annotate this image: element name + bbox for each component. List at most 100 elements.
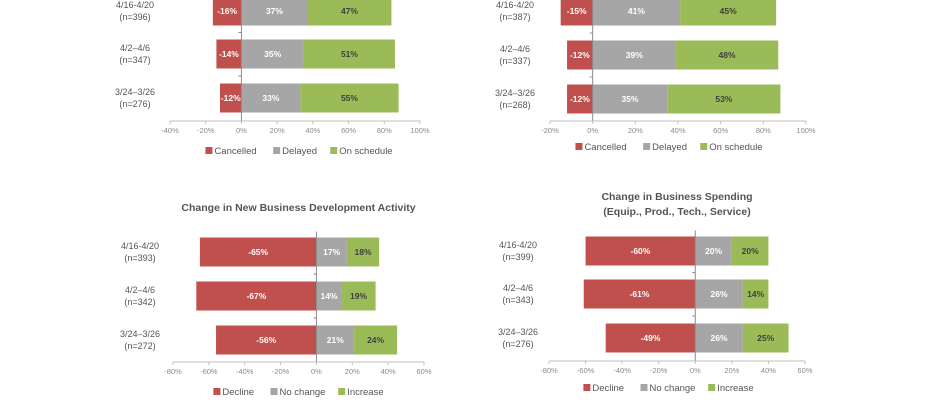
x-tick-label: -60% xyxy=(577,366,595,375)
legend-swatch xyxy=(213,388,221,395)
data-label: -14% xyxy=(219,49,239,59)
data-label: 14% xyxy=(747,289,764,299)
category-label: (n=399) xyxy=(502,252,533,262)
bar-delayed xyxy=(241,0,308,26)
legend-swatch xyxy=(643,143,651,150)
data-label: 35% xyxy=(621,94,638,104)
legend-swatch xyxy=(205,147,213,154)
x-tick-label: 40% xyxy=(381,367,396,376)
x-tick-label: -20% xyxy=(650,366,668,375)
legend-swatch xyxy=(700,143,708,150)
data-label: -16% xyxy=(217,6,237,16)
bar-decline xyxy=(199,237,317,267)
bar-on-schedule xyxy=(303,39,395,69)
x-tick-label: 20% xyxy=(270,126,285,135)
chart-2: -15% 41% 45% 4/16-4/20 (n=387) -12% 39% 48% 4/2–… xyxy=(495,0,816,153)
data-label: 17% xyxy=(323,247,340,257)
bar-increase xyxy=(742,323,789,353)
category-label: (n=343) xyxy=(502,295,533,305)
data-label: -49% xyxy=(641,333,661,343)
bar-decline xyxy=(583,279,696,309)
bar-no-change xyxy=(316,237,347,267)
x-tick-label: 0% xyxy=(236,126,247,135)
category-label: 4/2–4/6 xyxy=(125,285,155,295)
bar-cancelled xyxy=(567,40,593,70)
bar-increase xyxy=(346,237,380,267)
data-label: 24% xyxy=(367,335,384,345)
data-label: 19% xyxy=(350,291,367,301)
bar-no-change xyxy=(316,281,342,311)
legend-swatch xyxy=(273,147,281,154)
legend-swatch xyxy=(338,388,346,395)
legend: Decline No change Increase xyxy=(213,387,384,398)
category-label: (n=276) xyxy=(502,339,533,349)
x-tick-label: 40% xyxy=(761,366,776,375)
bar-decline xyxy=(196,281,317,311)
x-tick-label: 100% xyxy=(410,126,430,135)
x-tick-label: 20% xyxy=(345,367,360,376)
x-tick-label: 20% xyxy=(628,126,643,135)
legend-swatch xyxy=(270,388,278,395)
legend-label: Delayed xyxy=(282,146,317,157)
bar-decline xyxy=(585,236,696,266)
bar-delayed xyxy=(241,39,304,69)
data-label: -61% xyxy=(630,289,650,299)
data-label: 26% xyxy=(711,289,728,299)
bar-cancelled xyxy=(212,0,242,26)
x-tick-label: 0% xyxy=(587,126,598,135)
x-tick-label: 80% xyxy=(756,126,771,135)
chart-3: Change in New Business Development Activ… xyxy=(120,202,432,398)
category-label: (n=276) xyxy=(119,99,150,109)
legend-swatch xyxy=(575,143,583,150)
chart-4: Change in Business Spending (Equip., Prod… xyxy=(498,191,813,394)
bar-increase xyxy=(742,279,769,309)
x-tick-label: -40% xyxy=(613,366,631,375)
x-tick-label: 60% xyxy=(713,126,728,135)
legend: Cancelled Delayed On schedule xyxy=(205,146,393,157)
x-tick-label: 60% xyxy=(416,367,431,376)
category-label: 3/24–3/26 xyxy=(498,327,538,337)
data-label: -12% xyxy=(570,50,590,60)
category-label: (n=337) xyxy=(499,56,530,66)
data-label: 51% xyxy=(341,49,358,59)
category-label: (n=342) xyxy=(124,297,155,307)
category-label: 4/16-4/20 xyxy=(121,241,159,251)
legend-label: No change xyxy=(650,383,696,394)
data-label: 20% xyxy=(742,246,759,256)
bar-delayed xyxy=(592,84,668,114)
chart-title: Change in Business Spending xyxy=(601,191,752,203)
legend-label: Increase xyxy=(717,383,753,394)
legend-label: On schedule xyxy=(339,146,392,157)
data-label: -56% xyxy=(256,335,276,345)
category-label: 3/24–3/26 xyxy=(495,88,535,98)
bar-on-schedule xyxy=(675,40,779,70)
data-label: 55% xyxy=(341,93,358,103)
data-label: -12% xyxy=(570,94,590,104)
category-label: 4/16-4/20 xyxy=(499,240,537,250)
data-label: 18% xyxy=(355,247,372,257)
x-tick-label: 20% xyxy=(724,366,739,375)
data-label: 35% xyxy=(264,49,281,59)
category-label: 3/24–3/26 xyxy=(120,329,160,339)
bar-no-change xyxy=(695,236,732,266)
category-label: (n=393) xyxy=(124,253,155,263)
data-label: 41% xyxy=(628,6,645,16)
category-label: 4/2–4/6 xyxy=(503,283,533,293)
data-label: 37% xyxy=(266,6,283,16)
x-tick-label: -40% xyxy=(236,367,254,376)
bar-no-change xyxy=(695,279,743,309)
legend-label: Delayed xyxy=(652,142,687,153)
bar-on-schedule xyxy=(300,83,399,113)
legend-label: Cancelled xyxy=(214,146,256,157)
x-tick-label: -20% xyxy=(197,126,215,135)
x-tick-label: -60% xyxy=(200,367,218,376)
legend-label: No change xyxy=(280,387,326,398)
bar-on-schedule xyxy=(307,0,392,26)
chart-title: Change in New Business Development Activ… xyxy=(181,202,415,214)
data-label: 48% xyxy=(719,50,736,60)
bar-cancelled xyxy=(220,83,242,113)
data-label: -60% xyxy=(631,246,651,256)
legend-label: On schedule xyxy=(709,142,762,153)
x-tick-label: -20% xyxy=(541,126,559,135)
